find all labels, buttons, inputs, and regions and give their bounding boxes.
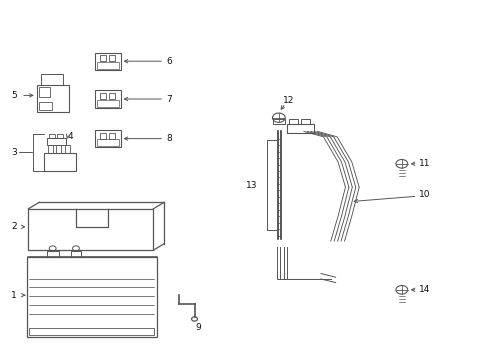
Bar [37,85,69,112]
Bar [47,138,66,145]
Bar [27,257,157,337]
Bar [100,55,106,61]
Text: 12: 12 [283,96,295,105]
Bar [29,328,154,335]
Bar [301,119,310,124]
Text: 8: 8 [167,134,172,143]
Text: 10: 10 [419,190,430,199]
Bar [41,74,63,85]
Bar [95,53,121,70]
Bar [28,209,153,250]
Bar [97,100,119,107]
Bar [57,134,63,138]
Text: 6: 6 [167,57,172,66]
Bar [109,133,115,139]
Bar [65,145,70,153]
Bar [97,62,119,69]
Bar [95,90,121,108]
Text: 11: 11 [419,159,430,168]
Bar [44,153,76,171]
Text: 5: 5 [11,91,17,100]
Bar [49,134,55,138]
Bar [100,93,106,99]
Text: 7: 7 [167,95,172,104]
Bar [39,102,52,110]
Text: 9: 9 [196,323,201,332]
Text: 13: 13 [246,181,257,190]
Bar [39,87,50,97]
Bar [273,119,285,124]
Bar [56,145,61,153]
Bar [287,124,314,133]
Bar [109,93,115,99]
Text: 3: 3 [11,148,17,157]
Bar [97,139,119,146]
Bar [71,251,81,257]
Bar [48,145,53,153]
Bar [289,119,298,124]
Text: 2: 2 [11,222,17,231]
Text: 14: 14 [419,285,430,294]
Bar [95,130,121,147]
Text: 4: 4 [68,131,73,140]
Bar [47,251,59,257]
Bar [100,133,106,139]
Text: 1: 1 [11,291,17,300]
Bar [109,55,115,61]
